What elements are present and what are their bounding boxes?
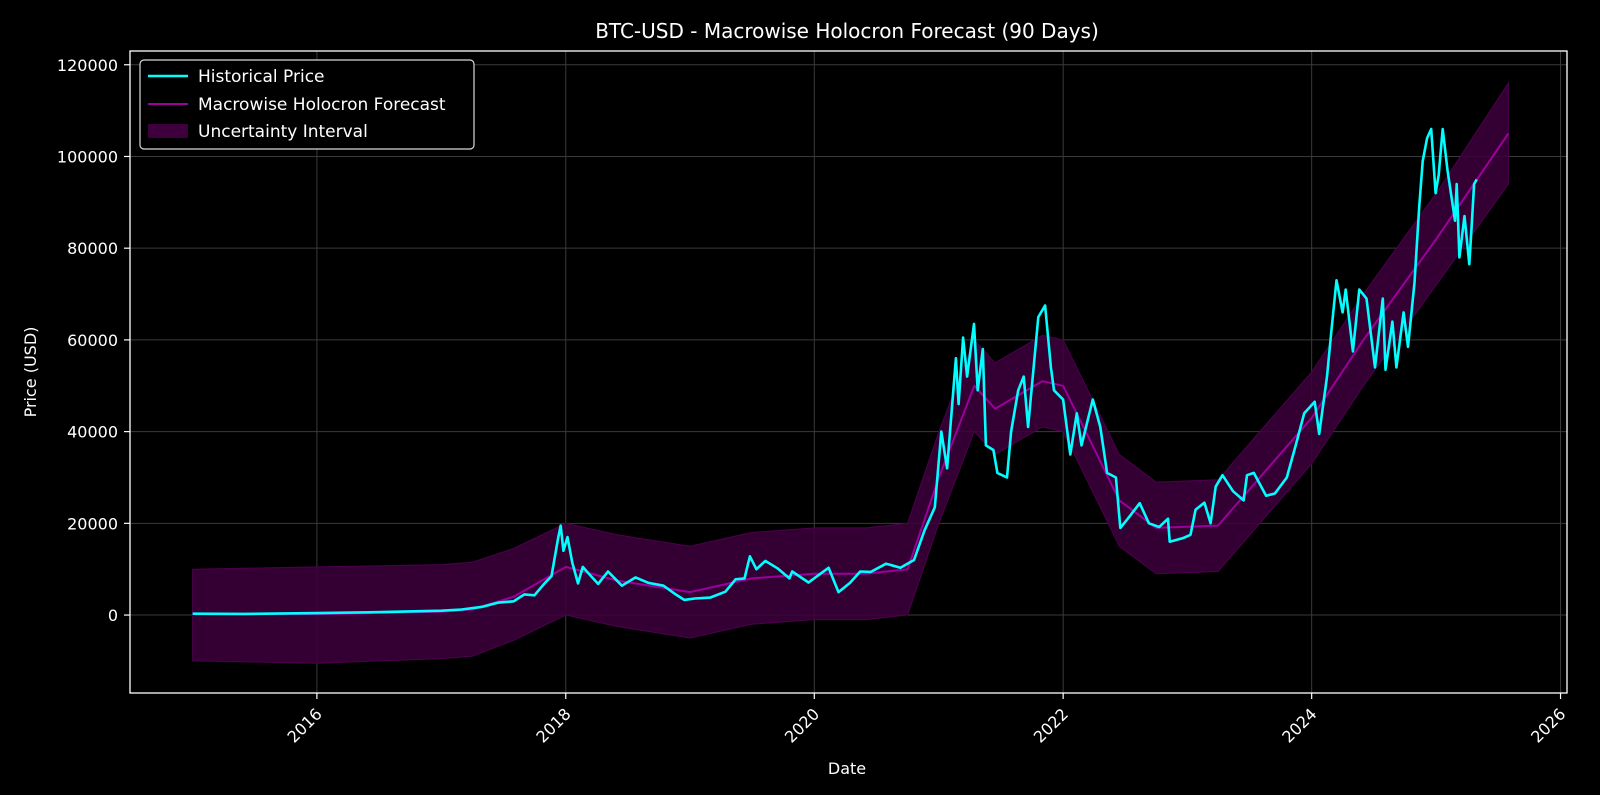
y-axis-ticks: 0 20000 40000 60000 80000 100000 120000 [57,56,130,625]
legend-label-forecast: Macrowise Holocron Forecast [198,95,446,115]
plot-frame [129,50,1568,694]
legend-swatch-uncertainty [148,124,188,138]
series-lines [192,127,1510,616]
uncertainty-interval-area [192,81,1509,664]
y-tick-label: 40000 [67,423,118,442]
legend-label-historical: Historical Price [198,67,325,87]
y-tick-label: 120000 [57,56,118,75]
forecast-line [192,132,1510,616]
y-tick-label: 80000 [67,239,118,258]
legend: Historical Price Macrowise Holocron Fore… [139,59,475,150]
y-tick-label: 100000 [57,147,118,166]
x-axis-label: Date [828,759,866,778]
chart-title: BTC-USD - Macrowise Holocron Forecast (9… [595,19,1099,43]
legend-box [139,59,475,150]
legend-label-uncertainty: Uncertainty Interval [198,122,368,142]
y-tick-label: 60000 [67,331,118,350]
uncertainty-band [192,81,1509,664]
y-tick-label: 20000 [67,514,118,533]
y-tick-label: 0 [108,606,118,625]
y-axis-label: Price (USD) [21,327,40,418]
historical-price-line [192,127,1478,616]
